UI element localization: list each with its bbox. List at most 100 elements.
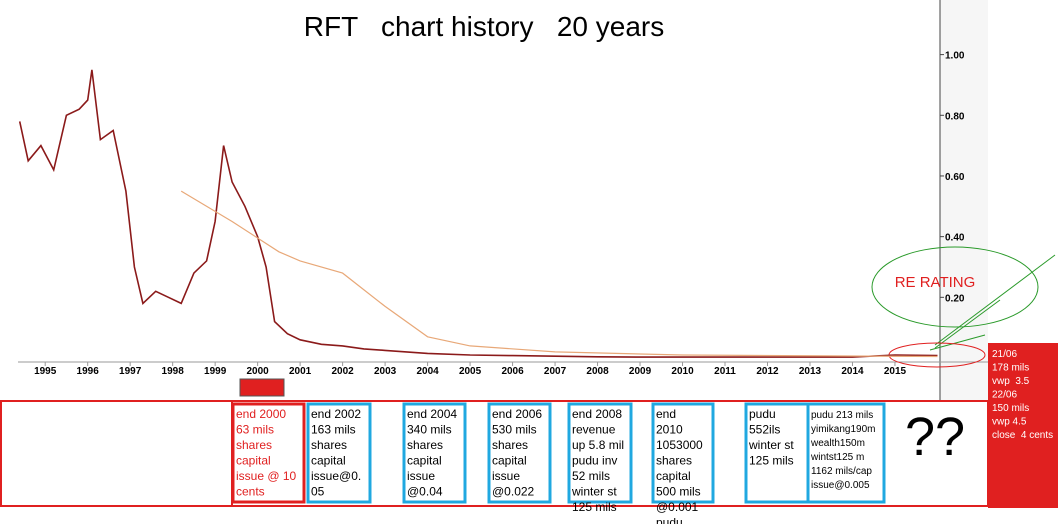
side-line: vwp 4.5 (992, 417, 1027, 428)
rerating-ellipse (871, 246, 1039, 328)
note-line: @0.001 (656, 500, 699, 514)
note-line: end 2002 (311, 407, 361, 421)
side-line: vwp 3.5 (992, 376, 1030, 387)
x-tick-label: 2015 (884, 366, 907, 377)
note-line: issue@0.005 (811, 480, 870, 491)
rerating-label: RE RATING (895, 274, 976, 291)
note-line: shares (407, 438, 443, 452)
x-tick-label: 2007 (544, 366, 567, 377)
x-tick-label: 2014 (841, 366, 864, 377)
note-line: wealth150m (810, 438, 865, 449)
note-line: shares (236, 438, 272, 452)
x-tick-label: 2006 (501, 366, 524, 377)
x-tick-label: 1995 (34, 366, 57, 377)
x-tick-label: 2001 (289, 366, 312, 377)
note-line: issue @ 10 (236, 469, 297, 483)
note-box (651, 402, 715, 504)
x-tick-label: 2008 (586, 366, 609, 377)
note-line: issue (492, 469, 520, 483)
note-line: shares (492, 438, 528, 452)
note-line: pudu (656, 516, 683, 524)
chart-title: RFT chart history 20 years (304, 11, 665, 42)
side-line: 22/06 (992, 390, 1017, 401)
x-tick-label: 2011 (714, 366, 736, 377)
y-tick-label: 0.60 (945, 172, 965, 183)
x-tick-label: 2004 (416, 366, 439, 377)
marker (239, 378, 285, 397)
note-line: end 2006 (492, 407, 542, 421)
note-line: 552ils (749, 423, 780, 437)
x-tick-label: 2013 (799, 366, 822, 377)
y-tick-label: 0.80 (945, 111, 965, 122)
note-line: @0.04 (407, 485, 443, 499)
side-line: 150 mils (992, 403, 1029, 414)
x-tick-label: 2000 (247, 366, 270, 377)
x-tick-label: 1996 (77, 366, 100, 377)
note-box (231, 402, 306, 504)
note-line: capital (311, 454, 346, 468)
axis-panel (940, 0, 988, 400)
note-box (487, 402, 552, 504)
note-line: capital (407, 454, 442, 468)
side-box (988, 343, 1058, 508)
x-tick-label: 1998 (162, 366, 185, 377)
note-line: capital (492, 454, 527, 468)
note-line: issue (407, 469, 435, 483)
note-line: 05 (311, 485, 325, 499)
x-tick-label: 1999 (204, 366, 227, 377)
note-box (567, 402, 633, 504)
note-line: 1162 mils/cap (811, 466, 872, 477)
y-tick-label: 0.40 (945, 233, 965, 244)
note-line: 163 mils (311, 423, 356, 437)
note-line: 340 mils (407, 423, 452, 437)
note-line: up 5.8 mil (572, 438, 624, 452)
x-tick-label: 2005 (459, 366, 482, 377)
note-line: end 2000 (236, 407, 286, 421)
side-line: close 4 cents (992, 430, 1053, 441)
note-line: 530 mils (492, 423, 537, 437)
note-line: revenue (572, 423, 616, 437)
note-line: end (656, 407, 676, 421)
note-line: winter st (748, 438, 794, 452)
price-line (18, 69, 938, 358)
note-line: shares (311, 438, 347, 452)
note-line: winter st (571, 485, 617, 499)
trend-line (929, 334, 986, 351)
x-tick-label: 2002 (331, 366, 354, 377)
note-line: end 2008 (572, 407, 622, 421)
note-line: 500 mils (656, 485, 701, 499)
note-line: @0.022 (492, 485, 535, 499)
note-line: end 2004 (407, 407, 457, 421)
x-tick-label: 2012 (756, 366, 779, 377)
note-box (306, 402, 372, 504)
note-line: 63 mils (236, 423, 274, 437)
note-line: capital (236, 454, 271, 468)
side-line: 178 mils (992, 363, 1029, 374)
note-box (806, 402, 886, 504)
x-tick-label: 2003 (374, 366, 397, 377)
note-line: 125 mils (749, 454, 794, 468)
note-line: 1053000 (656, 438, 703, 452)
trend-line (934, 299, 1001, 349)
question-mark: ?? (905, 407, 965, 467)
note-line: cents (236, 485, 265, 499)
note-line: issue@0. (311, 469, 361, 483)
note-line: capital (656, 469, 691, 483)
x-tick-label: 2010 (671, 366, 694, 377)
price-line (180, 190, 938, 358)
y-tick-label: 1.00 (945, 51, 965, 62)
x-tick-label: 2009 (629, 366, 652, 377)
note-line: wintst125 m (810, 452, 864, 463)
y-tick-label: 0.20 (945, 293, 965, 304)
note-line: shares (656, 454, 692, 468)
note-line: 125 mils (572, 500, 617, 514)
side-line: 21/06 (992, 349, 1017, 360)
note-line: 52 mils (572, 469, 610, 483)
trend-line (934, 254, 1056, 346)
note-line: pudu 213 mils (811, 410, 873, 421)
note-line: pudu (749, 407, 776, 421)
note-line: 2010 (656, 423, 683, 437)
note-line: yimikang190m (811, 424, 875, 435)
